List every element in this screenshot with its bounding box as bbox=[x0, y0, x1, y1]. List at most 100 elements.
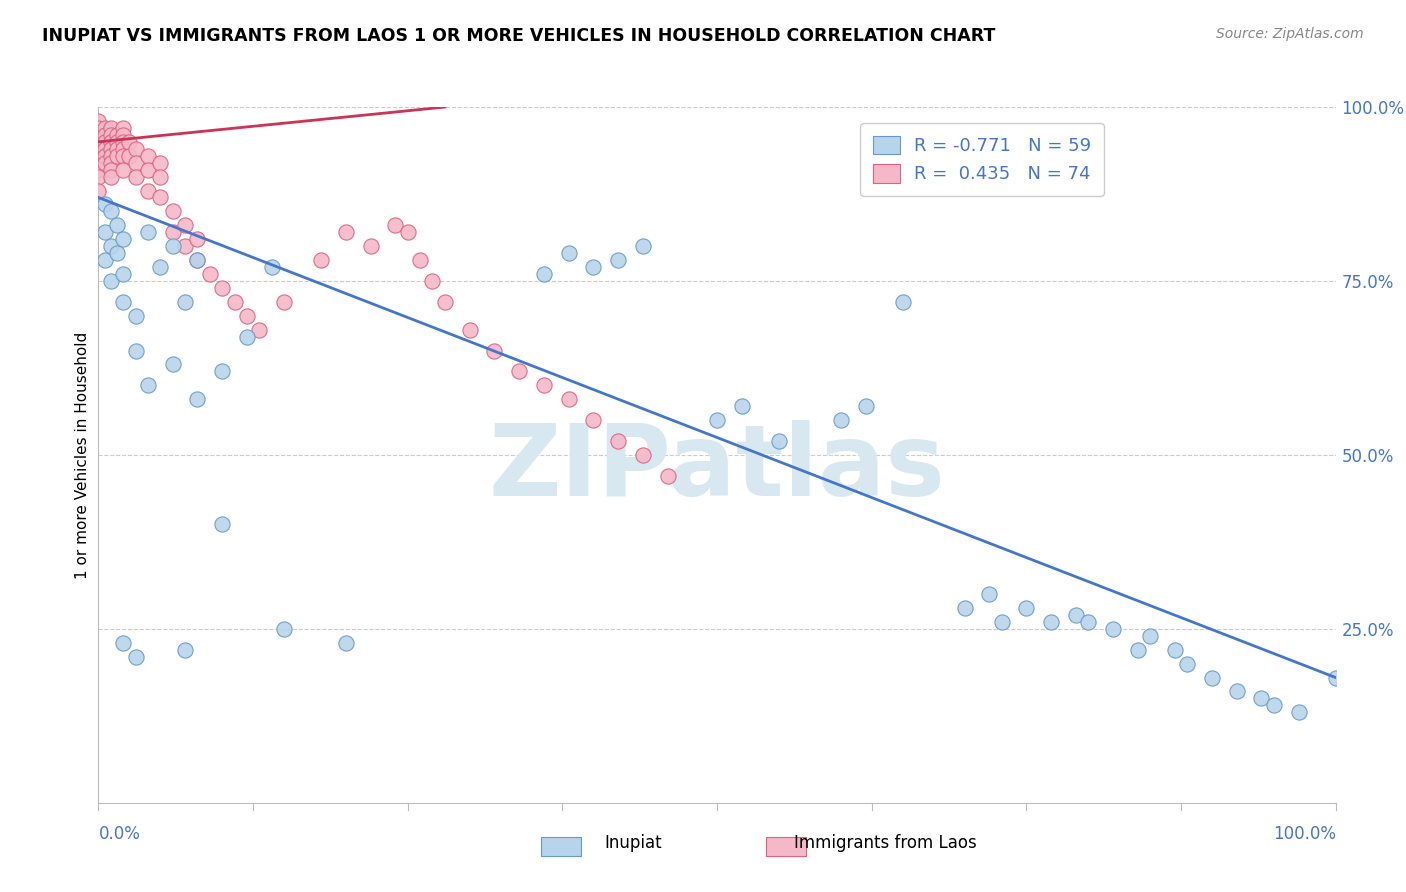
Point bbox=[149, 169, 172, 184]
Point bbox=[100, 169, 122, 184]
Point bbox=[631, 448, 654, 462]
Point bbox=[100, 128, 122, 142]
Point bbox=[136, 162, 159, 177]
Point bbox=[582, 413, 605, 427]
Point bbox=[1064, 607, 1087, 622]
Point bbox=[93, 120, 115, 135]
Point bbox=[979, 587, 1001, 601]
Point bbox=[124, 343, 146, 358]
Point bbox=[112, 267, 135, 281]
Point bbox=[1324, 671, 1347, 685]
Point bbox=[149, 155, 172, 169]
Legend: R = -0.771   N = 59, R =  0.435   N = 74: R = -0.771 N = 59, R = 0.435 N = 74 bbox=[860, 123, 1104, 196]
Point bbox=[87, 142, 110, 156]
Point bbox=[508, 364, 530, 378]
Point bbox=[93, 253, 115, 268]
Point bbox=[105, 128, 128, 142]
Point bbox=[174, 294, 197, 309]
Point bbox=[384, 219, 406, 233]
Text: Immigrants from Laos: Immigrants from Laos bbox=[794, 834, 977, 852]
Point bbox=[335, 225, 357, 239]
Point bbox=[93, 149, 115, 163]
Point bbox=[105, 142, 128, 156]
Point bbox=[607, 434, 630, 448]
Point bbox=[105, 246, 128, 260]
Point bbox=[87, 149, 110, 163]
Point bbox=[100, 162, 122, 177]
Point bbox=[100, 274, 122, 288]
Point bbox=[891, 294, 914, 309]
Point bbox=[93, 155, 115, 169]
Y-axis label: 1 or more Vehicles in Household: 1 or more Vehicles in Household bbox=[75, 331, 90, 579]
Point bbox=[1102, 622, 1125, 636]
Point bbox=[100, 155, 122, 169]
Point bbox=[112, 294, 135, 309]
Point bbox=[953, 601, 976, 615]
Point bbox=[557, 392, 579, 407]
Point bbox=[149, 190, 172, 204]
Point bbox=[149, 260, 172, 274]
Point bbox=[118, 149, 141, 163]
Point bbox=[582, 260, 605, 274]
Point bbox=[260, 260, 283, 274]
Point bbox=[118, 135, 141, 149]
Text: 0.0%: 0.0% bbox=[98, 825, 141, 843]
Point bbox=[105, 149, 128, 163]
Point bbox=[1139, 629, 1161, 643]
Point bbox=[112, 142, 135, 156]
Point bbox=[112, 162, 135, 177]
Point bbox=[105, 135, 128, 149]
Point bbox=[174, 219, 197, 233]
Point bbox=[87, 120, 110, 135]
Point bbox=[198, 267, 221, 281]
Text: INUPIAT VS IMMIGRANTS FROM LAOS 1 OR MORE VEHICLES IN HOUSEHOLD CORRELATION CHAR: INUPIAT VS IMMIGRANTS FROM LAOS 1 OR MOR… bbox=[42, 27, 995, 45]
Point bbox=[93, 197, 115, 211]
Point bbox=[396, 225, 419, 239]
Point bbox=[1077, 615, 1099, 629]
Point bbox=[422, 274, 444, 288]
Point bbox=[100, 204, 122, 219]
Point bbox=[409, 253, 432, 268]
Point bbox=[162, 358, 184, 372]
Point bbox=[162, 239, 184, 253]
Point bbox=[533, 267, 555, 281]
Point bbox=[1015, 601, 1038, 615]
Text: Inupiat: Inupiat bbox=[605, 834, 662, 852]
Point bbox=[87, 162, 110, 177]
Point bbox=[124, 309, 146, 323]
Point bbox=[100, 142, 122, 156]
Point bbox=[93, 128, 115, 142]
Point bbox=[1126, 642, 1149, 657]
Point bbox=[124, 649, 146, 664]
Point bbox=[186, 253, 208, 268]
Point bbox=[87, 155, 110, 169]
Point bbox=[1201, 671, 1223, 685]
Point bbox=[273, 294, 295, 309]
Point bbox=[112, 120, 135, 135]
Point bbox=[100, 120, 122, 135]
Point bbox=[162, 204, 184, 219]
Point bbox=[247, 323, 270, 337]
Point bbox=[112, 128, 135, 142]
Point bbox=[706, 413, 728, 427]
Point bbox=[136, 184, 159, 198]
Point bbox=[990, 615, 1012, 629]
Point bbox=[830, 413, 852, 427]
Point bbox=[174, 239, 197, 253]
Point bbox=[87, 128, 110, 142]
Point bbox=[557, 246, 579, 260]
Point bbox=[136, 225, 159, 239]
Point bbox=[136, 149, 159, 163]
Point bbox=[309, 253, 332, 268]
Point bbox=[93, 142, 115, 156]
Point bbox=[211, 281, 233, 295]
Point bbox=[433, 294, 456, 309]
Point bbox=[211, 364, 233, 378]
Point bbox=[1288, 706, 1310, 720]
Point bbox=[112, 636, 135, 650]
Point bbox=[273, 622, 295, 636]
Point bbox=[335, 636, 357, 650]
Point bbox=[236, 329, 259, 343]
Point bbox=[768, 434, 790, 448]
Point bbox=[631, 239, 654, 253]
